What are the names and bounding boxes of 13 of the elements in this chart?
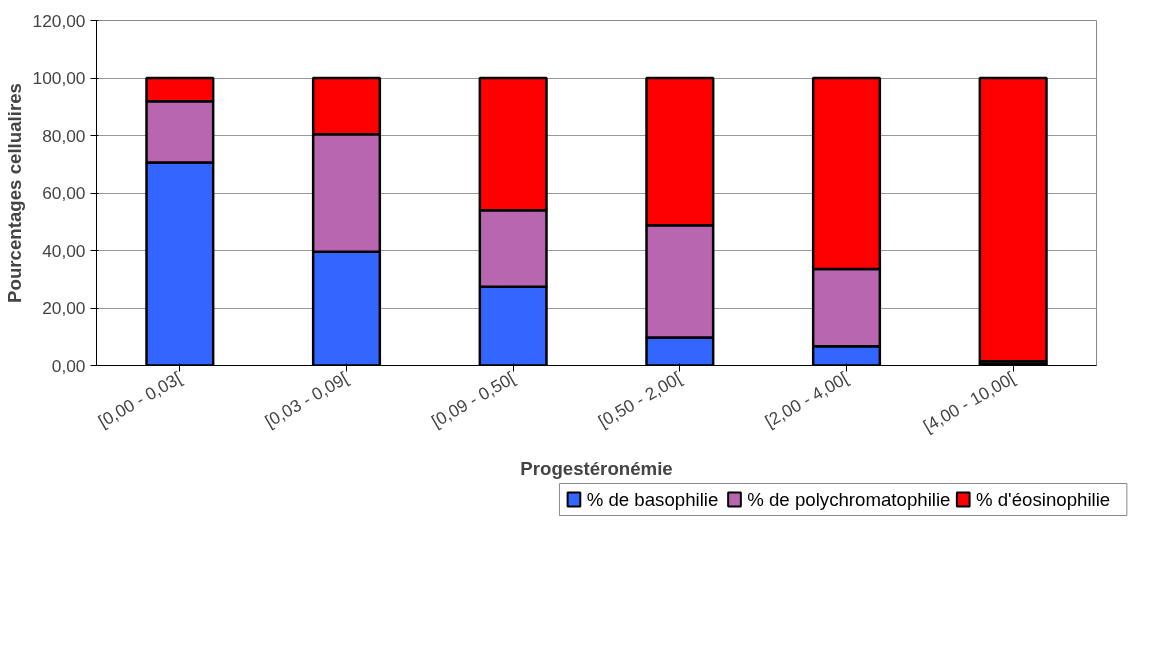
legend-label: % de polychromatophilie [747,489,951,510]
y-tick-label: 20,00 [42,298,86,318]
y-tick-label: 80,00 [42,125,86,146]
bar [978,76,1048,363]
y-tick-label: 100,00 [32,68,86,88]
y-axis-title: Pourcentages cellualires [3,83,25,303]
x-axis-title: Progestéronémie [520,457,673,479]
legend-label: % d'éosinophilie [975,489,1111,510]
legend-label: % de basophilie [586,489,719,510]
y-tick-label: 0,00 [51,355,86,376]
y-tick-label: 120,00 [32,10,86,31]
y-tick-label: 60,00 [42,183,86,203]
y-tick-label: 40,00 [42,240,86,261]
